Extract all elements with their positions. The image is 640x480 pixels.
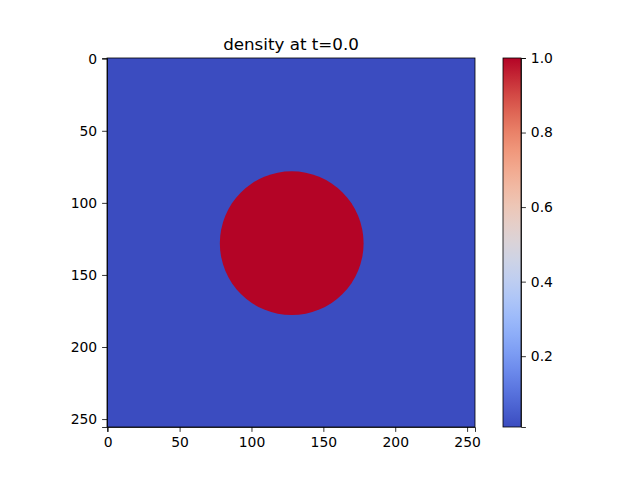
figure: 0501001502002500501001502002500.20.40.60… — [0, 0, 640, 480]
x-axis: 0 50 100 150 200 250 — [104, 427, 481, 450]
colorbar — [503, 58, 521, 427]
plot-area — [107, 58, 475, 427]
tick-label: 150 — [311, 434, 338, 450]
tick-mark — [521, 207, 526, 208]
background-cells — [107, 58, 475, 427]
tick-mark — [102, 59, 107, 60]
tick: 150 — [71, 267, 107, 283]
tick-label: 0 — [104, 434, 113, 450]
tick-label: 200 — [71, 339, 98, 355]
tick: 0.2 — [521, 348, 553, 364]
tick-mark — [521, 356, 526, 357]
y-axis: 0 50 100 150 200 250 — [71, 51, 108, 428]
tick-mark — [251, 427, 252, 432]
tick-mark — [102, 131, 107, 132]
tick: 50 — [80, 123, 107, 139]
tick: 150 — [311, 427, 338, 450]
tick-label: 0.6 — [531, 199, 553, 215]
tick-mark — [521, 282, 526, 283]
tick-label: 100 — [71, 195, 98, 211]
tick: 0 — [104, 427, 113, 450]
tick-label: 50 — [80, 123, 98, 139]
title: density at t=0.0 — [223, 34, 359, 54]
tick: 0 — [88, 51, 107, 67]
tick-label: 100 — [239, 434, 266, 450]
tick-mark — [180, 427, 181, 432]
tick-mark — [395, 427, 396, 432]
tick: 200 — [382, 427, 409, 450]
tick: 1.0 — [521, 50, 553, 66]
tick-mark — [323, 427, 324, 432]
tick: 250 — [71, 411, 107, 427]
tick-label: 0.2 — [531, 348, 553, 364]
tick: 250 — [454, 427, 481, 450]
tick: 0.8 — [521, 124, 553, 140]
tick: 100 — [71, 195, 107, 211]
tick-label: 0.4 — [531, 274, 553, 290]
tick: 50 — [171, 427, 189, 450]
tick-mark — [102, 203, 107, 204]
axis-line — [102, 59, 107, 428]
tick-label: 0 — [88, 51, 97, 67]
tick: 0.4 — [521, 274, 553, 290]
axis-line — [108, 428, 476, 432]
tick: 0.6 — [521, 199, 553, 215]
tick-label: 250 — [454, 434, 481, 450]
tick: 100 — [239, 427, 266, 450]
axis-line — [522, 59, 526, 428]
tick-label: 1.0 — [531, 50, 553, 66]
tick-mark — [102, 347, 107, 348]
tick-label: 250 — [71, 411, 98, 427]
tick-label: 150 — [71, 267, 98, 283]
plot-frame — [107, 58, 475, 427]
colorbar-frame — [503, 58, 521, 427]
tick-label: 200 — [382, 434, 409, 450]
tick-mark — [467, 427, 468, 432]
tick-mark — [521, 133, 526, 134]
tick-mark — [521, 58, 526, 59]
tick: 200 — [71, 339, 107, 355]
tick-label: 0.8 — [531, 124, 553, 140]
tick-mark — [102, 275, 107, 276]
colorbar-axis: 0.2 0.4 0.6 0.8 1.0 — [521, 50, 553, 428]
tick-label: 50 — [171, 434, 189, 450]
tick-mark — [102, 419, 107, 420]
disk-cells — [220, 171, 364, 315]
